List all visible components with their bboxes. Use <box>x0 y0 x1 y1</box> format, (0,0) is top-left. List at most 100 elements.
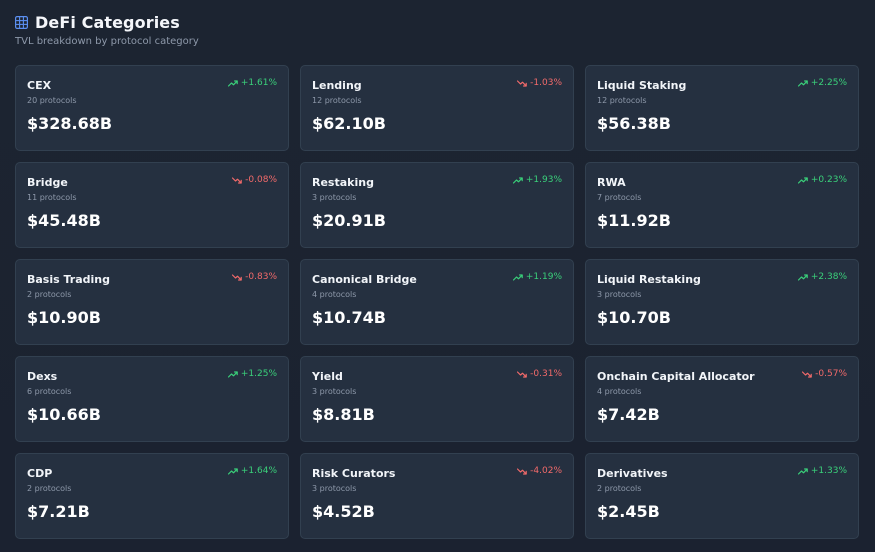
category-name: RWA <box>597 176 626 189</box>
protocol-count: 3 protocols <box>312 387 357 396</box>
change-badge: -0.31% <box>517 369 562 379</box>
change-badge: +1.25% <box>227 369 277 379</box>
change-value: +1.19% <box>525 272 562 282</box>
category-name: Basis Trading <box>27 273 110 286</box>
category-name: Liquid Staking <box>597 79 687 92</box>
category-grid: CEX 20 protocols $328.68B +1.61% Lending… <box>15 65 860 539</box>
change-badge: +1.33% <box>797 466 847 476</box>
protocol-count: 4 protocols <box>597 387 642 396</box>
tvl-value: $4.52B <box>312 502 375 521</box>
category-card[interactable]: Dexs 6 protocols $10.66B +1.25% <box>15 356 289 442</box>
tvl-value: $11.92B <box>597 211 671 230</box>
category-name: Canonical Bridge <box>312 273 417 286</box>
category-card[interactable]: Risk Curators 3 protocols $4.52B -4.02% <box>300 453 574 539</box>
category-card[interactable]: Lending 12 protocols $62.10B -1.03% <box>300 65 574 151</box>
change-value: +1.33% <box>810 466 847 476</box>
protocol-count: 4 protocols <box>312 290 357 299</box>
category-card[interactable]: Derivatives 2 protocols $2.45B +1.33% <box>585 453 859 539</box>
change-value: -0.08% <box>245 175 277 185</box>
trending-down-icon <box>232 273 242 281</box>
category-card[interactable]: Yield 3 protocols $8.81B -0.31% <box>300 356 574 442</box>
tvl-value: $56.38B <box>597 114 671 133</box>
protocol-count: 20 protocols <box>27 96 77 105</box>
trending-up-icon <box>512 176 523 184</box>
protocol-count: 2 protocols <box>597 484 642 493</box>
change-badge: +0.23% <box>797 175 847 185</box>
change-value: -4.02% <box>530 466 562 476</box>
category-card[interactable]: Bridge 11 protocols $45.48B -0.08% <box>15 162 289 248</box>
protocol-count: 2 protocols <box>27 484 72 493</box>
change-badge: -0.57% <box>802 369 847 379</box>
category-card[interactable]: Liquid Staking 12 protocols $56.38B +2.2… <box>585 65 859 151</box>
protocol-count: 3 protocols <box>312 193 357 202</box>
change-badge: -0.08% <box>232 175 277 185</box>
change-badge: -4.02% <box>517 466 562 476</box>
category-card[interactable]: CEX 20 protocols $328.68B +1.61% <box>15 65 289 151</box>
change-badge: +1.61% <box>227 78 277 88</box>
category-name: Bridge <box>27 176 68 189</box>
change-value: +1.93% <box>525 175 562 185</box>
change-value: +2.38% <box>810 272 847 282</box>
change-value: -1.03% <box>530 78 562 88</box>
protocol-count: 12 protocols <box>597 96 647 105</box>
protocol-count: 6 protocols <box>27 387 72 396</box>
protocol-count: 2 protocols <box>27 290 72 299</box>
category-card[interactable]: Liquid Restaking 3 protocols $10.70B +2.… <box>585 259 859 345</box>
category-card[interactable]: Onchain Capital Allocator 4 protocols $7… <box>585 356 859 442</box>
tvl-value: $10.66B <box>27 405 101 424</box>
change-badge: +2.25% <box>797 78 847 88</box>
trending-up-icon <box>227 79 238 87</box>
protocol-count: 12 protocols <box>312 96 362 105</box>
category-name: Liquid Restaking <box>597 273 701 286</box>
trending-up-icon <box>797 79 808 87</box>
category-card[interactable]: Basis Trading 2 protocols $10.90B -0.83% <box>15 259 289 345</box>
trending-down-icon <box>517 467 527 475</box>
trending-down-icon <box>232 176 242 184</box>
tvl-value: $20.91B <box>312 211 386 230</box>
tvl-value: $10.74B <box>312 308 386 327</box>
category-name: CDP <box>27 467 53 480</box>
page-subtitle: TVL breakdown by protocol category <box>15 36 199 47</box>
tvl-value: $7.21B <box>27 502 90 521</box>
tvl-value: $45.48B <box>27 211 101 230</box>
category-name: Derivatives <box>597 467 668 480</box>
category-name: Risk Curators <box>312 467 396 480</box>
change-value: +1.64% <box>240 466 277 476</box>
category-name: Dexs <box>27 370 58 383</box>
tvl-value: $10.90B <box>27 308 101 327</box>
tvl-value: $8.81B <box>312 405 375 424</box>
protocol-count: 7 protocols <box>597 193 642 202</box>
tvl-value: $62.10B <box>312 114 386 133</box>
change-value: +1.61% <box>240 78 277 88</box>
page-header: DeFi Categories TVL breakdown by protoco… <box>15 12 860 64</box>
trending-up-icon <box>227 467 238 475</box>
tvl-value: $7.42B <box>597 405 660 424</box>
title-row: DeFi Categories <box>15 12 860 32</box>
change-value: +2.25% <box>810 78 847 88</box>
change-badge: -1.03% <box>517 78 562 88</box>
grid-icon <box>15 15 28 29</box>
category-name: Onchain Capital Allocator <box>597 370 755 383</box>
tvl-value: $10.70B <box>597 308 671 327</box>
category-card[interactable]: Canonical Bridge 4 protocols $10.74B +1.… <box>300 259 574 345</box>
trending-up-icon <box>512 273 523 281</box>
trending-up-icon <box>797 273 808 281</box>
change-value: -0.31% <box>530 369 562 379</box>
category-name: Lending <box>312 79 362 92</box>
change-badge: +1.64% <box>227 466 277 476</box>
change-badge: -0.83% <box>232 272 277 282</box>
protocol-count: 3 protocols <box>597 290 642 299</box>
category-card[interactable]: RWA 7 protocols $11.92B +0.23% <box>585 162 859 248</box>
category-name: Restaking <box>312 176 374 189</box>
change-value: -0.83% <box>245 272 277 282</box>
category-card[interactable]: Restaking 3 protocols $20.91B +1.93% <box>300 162 574 248</box>
category-card[interactable]: CDP 2 protocols $7.21B +1.64% <box>15 453 289 539</box>
change-badge: +1.93% <box>512 175 562 185</box>
protocol-count: 3 protocols <box>312 484 357 493</box>
tvl-value: $328.68B <box>27 114 113 133</box>
change-value: -0.57% <box>815 369 847 379</box>
page-title: DeFi Categories <box>35 12 180 32</box>
protocol-count: 11 protocols <box>27 193 77 202</box>
change-value: +0.23% <box>810 175 847 185</box>
